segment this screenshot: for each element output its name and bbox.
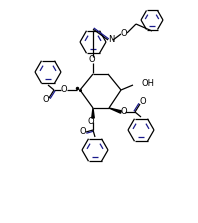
Text: O: O [61, 85, 67, 95]
Text: O: O [121, 107, 127, 116]
Polygon shape [109, 108, 121, 113]
Text: O: O [88, 116, 94, 126]
Text: •: • [75, 87, 79, 91]
Text: O: O [89, 56, 95, 64]
Text: OH: OH [141, 80, 154, 89]
Text: N: N [108, 35, 114, 45]
Text: O: O [121, 29, 127, 39]
Text: O: O [80, 128, 86, 136]
Polygon shape [92, 108, 94, 118]
Text: O: O [140, 97, 146, 107]
Text: O: O [43, 95, 49, 105]
